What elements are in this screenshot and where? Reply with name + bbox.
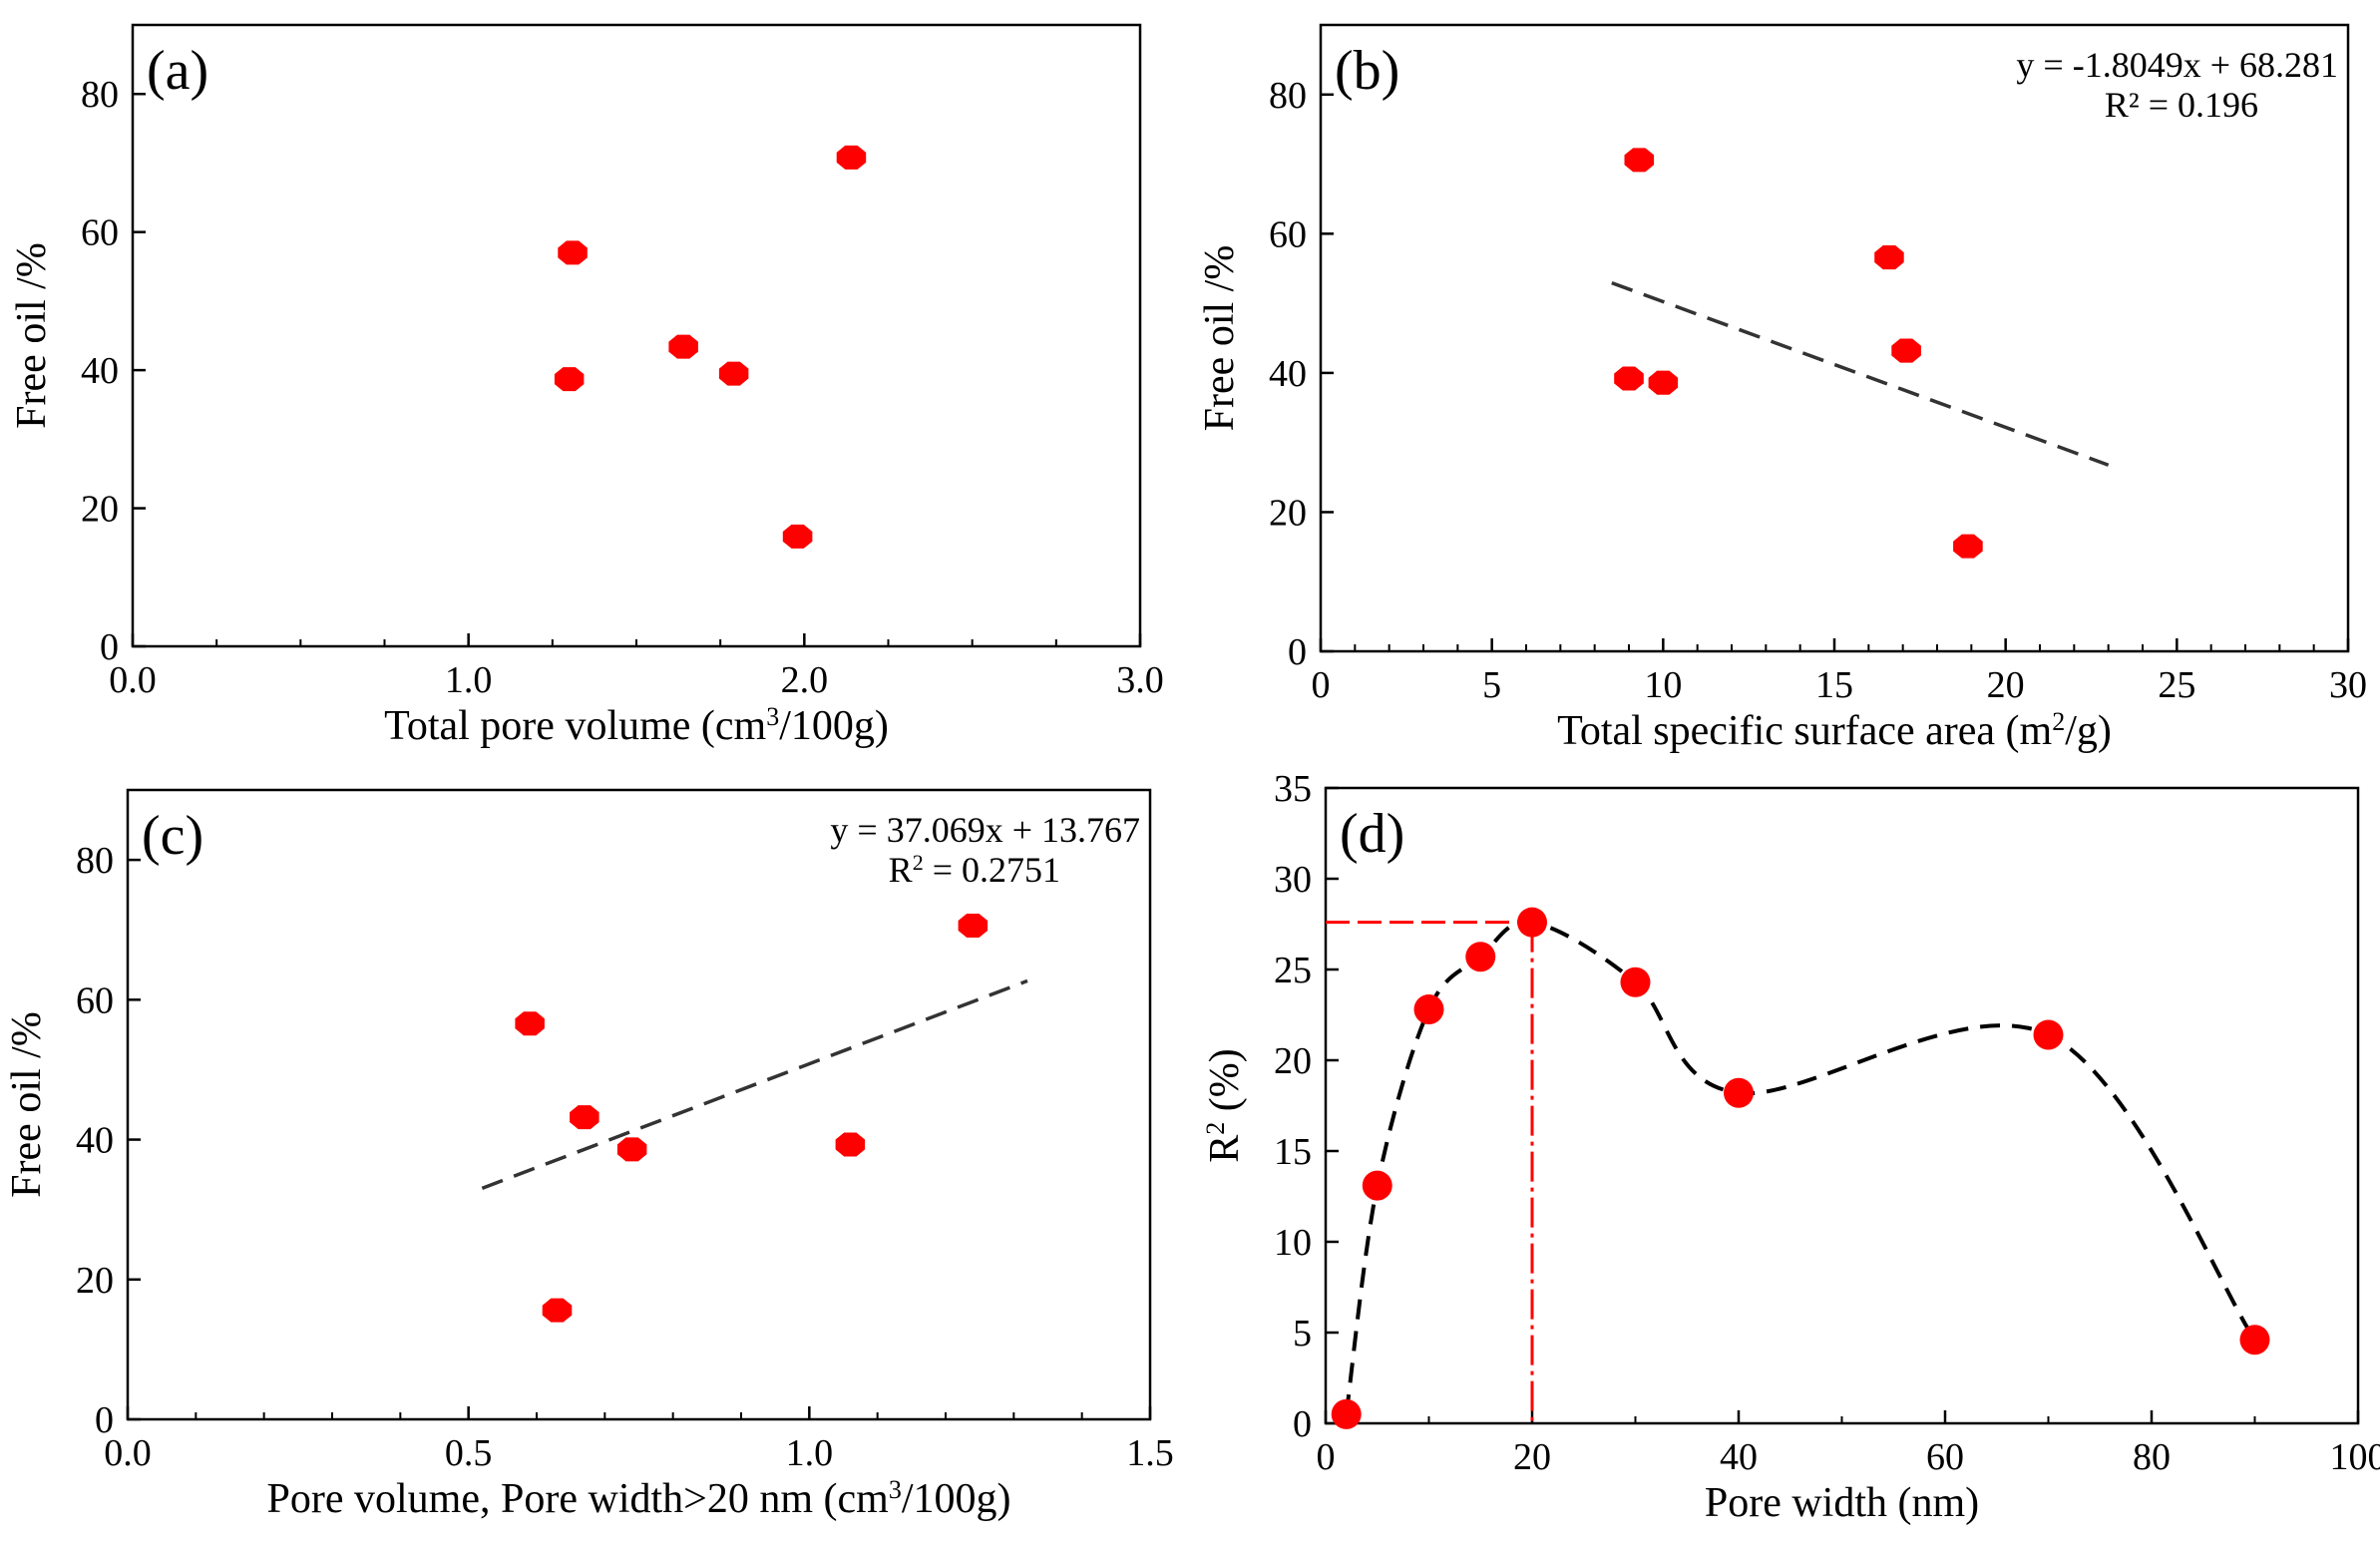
- x-tick-label: 30: [2329, 664, 2367, 706]
- data-point: [1331, 1398, 1362, 1429]
- y-tick-label: 0: [95, 1399, 114, 1441]
- x-tick-label: 1.0: [445, 659, 493, 701]
- data-point: [1874, 245, 1904, 270]
- x-tick-label: 40: [1720, 1436, 1758, 1478]
- data-point: [515, 1011, 545, 1036]
- x-tick-label: 25: [2158, 664, 2195, 706]
- x-tick-label: 5: [1482, 664, 1501, 706]
- data-point: [1362, 1170, 1392, 1201]
- x-tick-label: 0.5: [445, 1432, 493, 1474]
- y-tick-label: 15: [1274, 1131, 1312, 1173]
- x-tick-label: 0: [1317, 1436, 1336, 1478]
- x-tick-label: 100: [2330, 1436, 2380, 1478]
- data-point: [558, 240, 588, 265]
- y-tick-label: 0: [100, 626, 119, 668]
- y-tick-label: 0: [1293, 1403, 1312, 1445]
- panel-label: (d): [1340, 803, 1404, 865]
- x-tick-label: 15: [1815, 664, 1853, 706]
- data-point: [1648, 370, 1679, 395]
- x-tick-label: 1.0: [786, 1432, 834, 1474]
- y-tick-label: 30: [1274, 859, 1312, 901]
- y-tick-label: 80: [76, 840, 114, 882]
- data-point: [958, 914, 989, 938]
- x-tick-label: 0: [1312, 664, 1331, 706]
- data-point: [554, 367, 585, 392]
- y-axis-label: Free oil /%: [1197, 245, 1243, 432]
- y-tick-label: 80: [1269, 75, 1307, 117]
- data-point: [1517, 907, 1547, 938]
- data-point: [782, 524, 813, 549]
- y-tick-label: 60: [76, 979, 114, 1021]
- data-point: [836, 145, 867, 170]
- regression-equation: y = -1.8049x + 68.281: [2016, 45, 2338, 85]
- x-axis-label: Pore width (nm): [1705, 1480, 1979, 1526]
- y-axis-label: Free oil /%: [9, 242, 55, 429]
- y-tick-label: 5: [1293, 1313, 1312, 1355]
- data-point: [1624, 148, 1655, 173]
- fitted-curve: [1344, 920, 2257, 1415]
- plot-frame: [131, 23, 1142, 648]
- panel-d: 0 20 40 60 80 100 0 5 10 15 20 25 30 35 Pore width (nm…: [1201, 768, 2380, 1526]
- trendline: [1611, 280, 2110, 467]
- x-tick-label: 60: [1926, 1436, 1964, 1478]
- data-point: [1413, 994, 1444, 1025]
- y-tick-label: 40: [76, 1120, 114, 1162]
- y-tick-label: 60: [1269, 213, 1307, 255]
- y-axis-label: Free oil /%: [4, 1011, 50, 1198]
- y-tick-label: 20: [1269, 492, 1307, 534]
- data-point: [1724, 1077, 1754, 1108]
- data-point: [668, 334, 698, 359]
- x-tick-label: 3.0: [1116, 659, 1164, 701]
- x-tick-label: 2.0: [781, 659, 829, 701]
- panel-label: (b): [1335, 40, 1399, 102]
- x-axis-label: Total specific surface area (m2/g): [1557, 707, 2112, 755]
- y-tick-label: 10: [1274, 1222, 1312, 1264]
- y-tick-label: 40: [1269, 353, 1307, 395]
- data-point: [1465, 942, 1496, 972]
- data-point: [718, 361, 749, 386]
- y-tick-label: 80: [81, 74, 119, 116]
- y-tick-label: 20: [1274, 1040, 1312, 1082]
- data-point: [2239, 1325, 2270, 1356]
- panel-label: (a): [147, 40, 208, 102]
- data-point: [542, 1298, 573, 1323]
- x-axis-label: Pore volume, Pore width>20 nm (cm3/100g): [267, 1475, 1011, 1523]
- data-point: [616, 1137, 647, 1162]
- y-tick-label: 20: [76, 1260, 114, 1302]
- panel-c: 0.0 0.5 1.0 1.5 0 20 40 60 80 Pore volume, Pore w…: [4, 788, 1174, 1523]
- r-squared-label: R² = 0.196: [2105, 85, 2258, 125]
- r-squared-label: R2 = 0.2751: [889, 850, 1060, 891]
- x-tick-label: 10: [1644, 664, 1682, 706]
- x-tick-label: 0.0: [104, 1432, 152, 1474]
- y-tick-label: 0: [1288, 631, 1307, 673]
- data-point: [1953, 534, 1983, 559]
- x-tick-label: 20: [1513, 1436, 1551, 1478]
- data-point: [1620, 967, 1651, 997]
- trendline: [481, 978, 1028, 1190]
- y-tick-label: 60: [81, 212, 119, 254]
- data-point: [835, 1132, 866, 1157]
- data-point: [1614, 366, 1644, 391]
- x-tick-label: 20: [1987, 664, 2025, 706]
- y-axis-label: R2 (%): [1201, 1048, 1249, 1162]
- data-point: [2033, 1019, 2064, 1050]
- panel-a: 0.0 1.0 2.0 3.0 0 20 40 60 80 Total pore volume (…: [9, 23, 1164, 750]
- plot-frame: [126, 788, 1152, 1421]
- plot-frame: [1324, 786, 2360, 1425]
- panel-b: 0 5 10 15 20 25 30 0 20 40 60 80 Total specific surf…: [1197, 23, 2367, 755]
- panel-label: (c): [142, 805, 203, 867]
- regression-equation: y = 37.069x + 13.767: [830, 810, 1140, 850]
- y-tick-label: 25: [1274, 950, 1312, 991]
- data-point: [570, 1105, 599, 1130]
- x-tick-label: 0.0: [109, 659, 157, 701]
- x-tick-label: 80: [2133, 1436, 2171, 1478]
- data-point: [1891, 338, 1921, 363]
- x-axis-label: Total pore volume (cm3/100g): [384, 702, 889, 750]
- y-tick-label: 20: [81, 489, 119, 531]
- x-tick-label: 1.5: [1126, 1432, 1174, 1474]
- y-tick-label: 40: [81, 350, 119, 392]
- y-tick-label: 35: [1274, 768, 1312, 810]
